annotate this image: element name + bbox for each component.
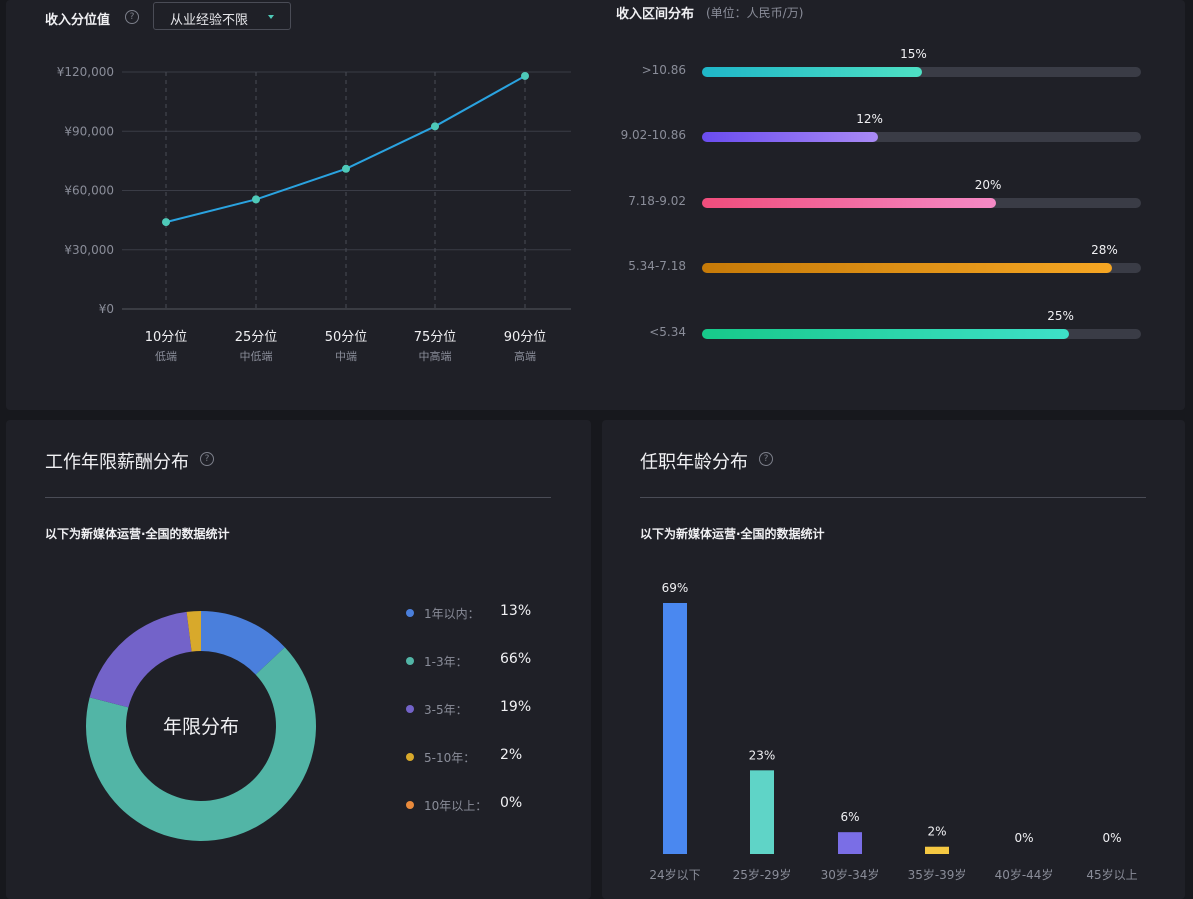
age-bar [925, 846, 949, 854]
legend-label: 10年以上： [424, 799, 488, 813]
range-track [702, 198, 1141, 208]
range-percent-label: 12% [856, 112, 883, 126]
y-tick-label: ¥120,000 [57, 65, 114, 79]
divider [640, 497, 1146, 498]
x-tick-sublabel: 高端 [514, 349, 536, 363]
data-point [431, 122, 439, 131]
range-label: 5.34-7.18 [628, 259, 686, 273]
years-note: 以下为新媒体运营·全国的数据统计 [45, 527, 230, 541]
age-bar [663, 603, 687, 854]
donut-slice [186, 611, 201, 652]
range-label: <5.34 [649, 325, 686, 339]
y-tick-label: ¥60,000 [64, 184, 114, 198]
years-title: 工作年限薪酬分布 [45, 452, 189, 473]
years-panel [6, 420, 591, 899]
legend-dot [406, 657, 414, 665]
age-bar-chart: 69% 24岁以下 23% 25岁-29岁 6% 30岁-34岁 2% 35岁-39岁 0% 40… [649, 581, 1137, 882]
y-tick-label: ¥90,000 [64, 124, 114, 138]
range-track [702, 329, 1141, 339]
age-value-label: 69% [662, 581, 689, 595]
age-value-label: 23% [749, 748, 776, 762]
range-percent-label: 28% [1091, 243, 1118, 257]
age-title: 任职年龄分布 [640, 452, 748, 473]
age-value-label: 2% [927, 825, 946, 839]
x-tick-label: 25分位 [235, 330, 278, 345]
age-category-label: 25岁-29岁 [733, 867, 792, 882]
legend-value: 2% [500, 747, 523, 763]
age-category-label: 40岁-44岁 [995, 867, 1054, 882]
x-tick-sublabel: 中端 [335, 350, 357, 363]
data-point [342, 164, 350, 173]
range-bar [702, 198, 997, 208]
divider [45, 497, 551, 498]
donut-slice [89, 611, 192, 708]
y-tick-label: ¥0 [99, 302, 114, 316]
range-track [702, 67, 1141, 77]
age-category-label: 30岁-34岁 [821, 867, 880, 882]
help-icon[interactable]: ? [200, 452, 214, 466]
percentile-title: 收入分位值 [45, 13, 111, 28]
help-icon[interactable]: ? [125, 10, 139, 24]
legend-dot [406, 753, 414, 761]
legend-value: 66% [500, 651, 532, 667]
donut-center-label: 年限分布 [163, 716, 239, 738]
income-range-unit: (单位：人民币/万) [706, 6, 804, 20]
data-point [521, 71, 529, 80]
age-bar [838, 832, 862, 854]
data-point [162, 218, 170, 227]
chevron-down-icon [268, 15, 274, 19]
range-percent-label: 20% [974, 178, 1002, 192]
legend-value: 13% [500, 603, 532, 619]
age-category-label: 24岁以下 [649, 867, 700, 882]
legend-label: 1-3年： [424, 655, 468, 669]
range-label: 7.18-9.02 [628, 194, 686, 208]
range-percent-label: 15% [900, 47, 927, 61]
age-category-label: 45岁以上 [1086, 867, 1137, 882]
age-value-label: 0% [1014, 831, 1033, 845]
x-tick-sublabel: 中低端 [240, 350, 273, 363]
legend-dot [406, 801, 414, 809]
legend-value: 19% [500, 699, 532, 715]
y-tick-label: ¥30,000 [64, 243, 114, 257]
legend-value: 0% [500, 795, 523, 811]
range-label: >10.86 [641, 63, 686, 77]
experience-dropdown[interactable]: 从业经验不限 [153, 2, 291, 30]
range-percent-label: 25% [1047, 309, 1074, 323]
legend-label: 3-5年： [424, 703, 468, 717]
range-bar [702, 329, 1069, 339]
range-bar [702, 67, 922, 77]
range-bar [702, 132, 878, 142]
donut-slice [201, 611, 285, 675]
range-track [702, 132, 1141, 142]
x-tick-label: 90分位 [504, 330, 547, 345]
legend-label: 5-10年： [424, 751, 476, 765]
range-bar [702, 263, 1113, 273]
age-bar [750, 770, 774, 854]
x-tick-label: 10分位 [145, 330, 188, 345]
donut-slice [85, 647, 317, 841]
legend-dot [406, 609, 414, 617]
age-value-label: 6% [840, 810, 859, 824]
data-point [252, 195, 260, 204]
range-track [702, 263, 1141, 273]
legend-label: 1年以内： [424, 607, 480, 621]
x-tick-label: 75分位 [414, 330, 457, 345]
income-range-title: 收入区间分布 [616, 7, 695, 22]
experience-dropdown-value: 从业经验不限 [170, 13, 249, 28]
age-note: 以下为新媒体运营·全国的数据统计 [640, 527, 825, 541]
range-label: 9.02-10.86 [620, 128, 686, 142]
age-value-label: 0% [1102, 831, 1121, 845]
x-tick-sublabel: 中高端 [419, 349, 452, 363]
legend-dot [406, 705, 414, 713]
x-tick-sublabel: 低端 [155, 350, 177, 363]
age-panel [602, 420, 1185, 899]
years-donut-chart: 年限分布 [85, 611, 317, 841]
age-category-label: 35岁-39岁 [908, 867, 967, 882]
help-icon[interactable]: ? [759, 452, 773, 466]
x-tick-label: 50分位 [325, 330, 368, 345]
